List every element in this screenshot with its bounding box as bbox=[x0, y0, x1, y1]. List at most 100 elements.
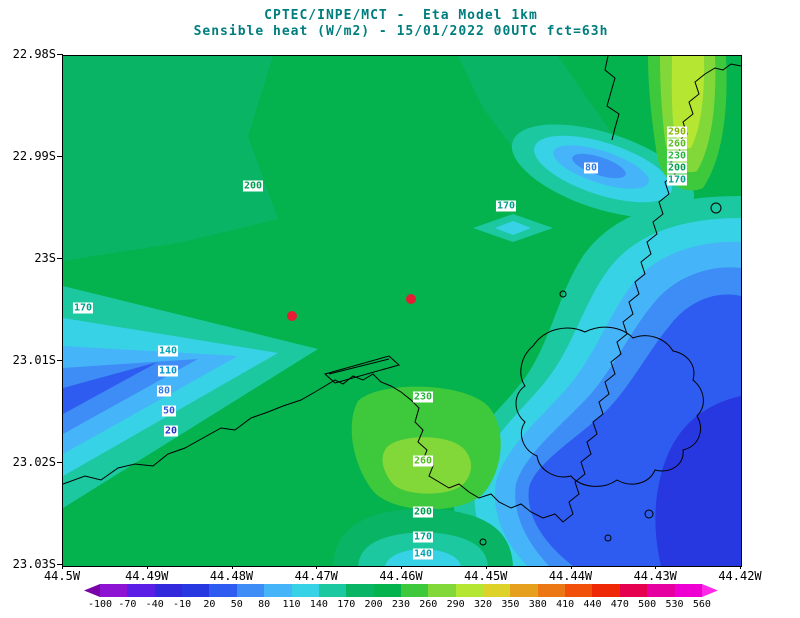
colorbar-tick-label: 50 bbox=[230, 599, 243, 610]
contour-label: 80 bbox=[156, 385, 172, 397]
colorbar-tick-label: 290 bbox=[446, 599, 465, 610]
x-tick-label: 44.48W bbox=[197, 565, 267, 583]
band-170-200-nw bbox=[63, 56, 278, 261]
x-tick-label: 44.42W bbox=[705, 565, 775, 583]
y-tick-label: 23.01S bbox=[0, 353, 63, 367]
y-tick-label: 22.99S bbox=[0, 149, 63, 163]
tongue-50-80 bbox=[572, 153, 626, 179]
x-tick-label: 44.47W bbox=[281, 565, 351, 583]
colorbar-tick-label: 110 bbox=[282, 599, 301, 610]
colorbar-segment bbox=[182, 584, 210, 597]
colorbar-tick-label: 230 bbox=[391, 599, 410, 610]
colorbar-segment bbox=[373, 584, 401, 597]
y-tick-label: 23.02S bbox=[0, 455, 63, 469]
contour-label: 80 bbox=[583, 162, 599, 174]
contour-label: 230 bbox=[666, 150, 688, 162]
contour-label: 260 bbox=[666, 138, 688, 150]
x-tick-label: 44.49W bbox=[112, 565, 182, 583]
station-markers-layer bbox=[63, 56, 741, 566]
figure-title-line2: Sensible heat (W/m2) - 15/01/2022 00UTC … bbox=[193, 24, 609, 39]
colorbar-segment bbox=[647, 584, 675, 597]
colorbar-tick-label: -10 bbox=[173, 599, 192, 610]
colorbar-segment bbox=[592, 584, 620, 597]
colorbar-segment bbox=[209, 584, 237, 597]
minimum-diamond-inner bbox=[495, 221, 531, 235]
contour-label: 20 bbox=[163, 425, 179, 437]
figure-title-line1: CPTEC/INPE/MCT - Eta Model 1km bbox=[264, 8, 538, 23]
contour-label: 170 bbox=[495, 200, 517, 212]
colorbar-segment bbox=[154, 584, 183, 597]
band-20-50-w bbox=[63, 362, 158, 414]
colorbar-tick-label: 350 bbox=[501, 599, 520, 610]
y-tick-label: 22.98S bbox=[0, 47, 63, 61]
contour-label: 200 bbox=[666, 162, 688, 174]
contour-label: 290 bbox=[666, 126, 688, 138]
colorbar-segment bbox=[537, 584, 566, 597]
station-marker bbox=[287, 311, 297, 321]
colorbar-tick-label: 20 bbox=[203, 599, 216, 610]
colorbar-tick-label: 380 bbox=[528, 599, 547, 610]
x-tick-label: 44.43W bbox=[620, 565, 690, 583]
colorbar-segment bbox=[400, 584, 429, 597]
colorbar-segment bbox=[619, 584, 648, 597]
colorbar-segment bbox=[291, 584, 319, 597]
coastline-main bbox=[63, 63, 741, 523]
shaded-contour-bands bbox=[63, 56, 741, 566]
islet bbox=[644, 509, 654, 519]
contour-label: 170 bbox=[666, 174, 688, 186]
colorbar-tick-label: 80 bbox=[258, 599, 271, 610]
y-tick-label: 23.03S bbox=[0, 557, 63, 571]
colorbar-tick-label: 140 bbox=[309, 599, 328, 610]
colorbar-segment bbox=[510, 584, 538, 597]
contour-label: 200 bbox=[242, 180, 264, 192]
contour-label: 140 bbox=[412, 548, 434, 560]
contour-label: 260 bbox=[412, 455, 434, 467]
colorbar-tick-label: 500 bbox=[638, 599, 657, 610]
colorbar-tick-label: 560 bbox=[692, 599, 711, 610]
colorbar-segment bbox=[127, 584, 155, 597]
contour-label: 230 bbox=[412, 391, 434, 403]
x-tick-label: 44.46W bbox=[366, 565, 436, 583]
sensible-heat-field-svg bbox=[63, 56, 741, 566]
colorbar-tick-label: 410 bbox=[556, 599, 575, 610]
x-tick-label: 44.45W bbox=[451, 565, 521, 583]
colorbar-segment bbox=[674, 584, 702, 597]
colorbar-tick-label: 320 bbox=[473, 599, 493, 610]
contour-label: 170 bbox=[412, 531, 434, 543]
colorbar-segment bbox=[346, 584, 374, 597]
contour-label: 170 bbox=[72, 302, 94, 314]
y-tick-label: 23S bbox=[0, 251, 63, 265]
colorbar-tick-label: 260 bbox=[419, 599, 438, 610]
coastlines bbox=[63, 56, 741, 546]
islet bbox=[710, 202, 722, 214]
colorbar bbox=[84, 584, 718, 597]
colorbar-segment bbox=[428, 584, 456, 597]
station-marker bbox=[406, 294, 416, 304]
islet bbox=[479, 538, 487, 546]
colorbar-arrow-right bbox=[701, 584, 718, 597]
colorbar-segment bbox=[236, 584, 265, 597]
colorbar-tick-label: -100 bbox=[87, 599, 113, 610]
colorbar-segment bbox=[483, 584, 511, 597]
map-plot-area: 200 170 80 290 260 230 200 170 170 140 110 80 50 20 23… bbox=[62, 55, 742, 567]
islet bbox=[559, 290, 567, 298]
colorbar-arrow-left bbox=[84, 584, 100, 597]
contour-labels-layer: 200 170 80 290 260 230 200 170 170 140 110 80 50 20 23… bbox=[63, 56, 741, 566]
contour-label: 50 bbox=[161, 405, 177, 417]
contour-label: 140 bbox=[157, 345, 179, 357]
islet bbox=[604, 534, 612, 542]
colorbar-segment bbox=[318, 584, 347, 597]
colorbar-tick-label: 440 bbox=[583, 599, 602, 610]
colorbar-segment bbox=[264, 584, 292, 597]
colorbar-tick-label: -40 bbox=[145, 599, 164, 610]
colorbar-labels: -100 -70 -40 -10 20 50 80 110 140 170 200 230 260 290… bbox=[86, 599, 715, 610]
contour-label: 110 bbox=[157, 365, 179, 377]
colorbar-tick-label: 530 bbox=[665, 599, 684, 610]
contour-label: 200 bbox=[412, 506, 434, 518]
colorbar-tick-label: 470 bbox=[610, 599, 629, 610]
x-tick-label: 44.5W bbox=[27, 565, 97, 583]
column-290-320-ne bbox=[671, 56, 705, 149]
band-50-80-w bbox=[63, 359, 198, 434]
x-tick-label: 44.44W bbox=[536, 565, 606, 583]
